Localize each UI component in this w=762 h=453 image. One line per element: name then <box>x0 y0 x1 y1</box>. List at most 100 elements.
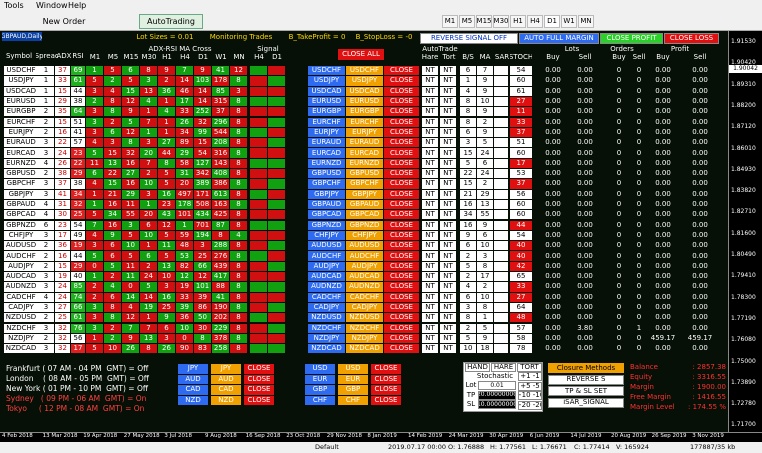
timeframe-button[interactable]: M15 <box>476 15 492 28</box>
currency-button[interactable]: USD <box>338 364 368 374</box>
timeframe-button[interactable]: H4 <box>527 15 543 28</box>
close-button[interactable]: CLOSE <box>384 344 419 354</box>
tort-button[interactable]: NT <box>440 220 456 230</box>
symbol-button[interactable]: EURCHF <box>346 117 383 127</box>
close-button[interactable]: CLOSE <box>384 261 419 271</box>
top-button[interactable]: REVERSE SIGNAL OFF <box>420 33 518 44</box>
step-buttons[interactable]: +10 -10 <box>518 391 542 400</box>
tort-button[interactable]: NT <box>440 282 456 292</box>
symbol-button[interactable]: EURNZD <box>308 158 345 168</box>
close-button[interactable]: CLOSE <box>384 169 419 179</box>
symbol-button[interactable]: GBPCHF <box>346 179 383 189</box>
tort-button[interactable]: NT <box>440 241 456 251</box>
symbol-button[interactable]: EURGBP <box>308 107 345 117</box>
mode-button[interactable]: HAND <box>465 363 490 372</box>
hare-button[interactable]: NT <box>422 272 438 282</box>
close-button[interactable]: CLOSE <box>384 127 419 138</box>
currency-button[interactable]: USD <box>305 364 335 374</box>
currency-button[interactable]: EUR <box>338 374 368 384</box>
symbol-button[interactable]: USDCAD <box>346 86 383 96</box>
symbol-button[interactable]: EURJPY <box>308 127 345 138</box>
close-button[interactable]: CLOSE <box>384 230 419 241</box>
symbol-button[interactable]: AUDCHF <box>308 251 345 261</box>
hare-button[interactable]: NT <box>422 169 438 179</box>
timeframe-button[interactable]: M30 <box>493 15 509 28</box>
tort-button[interactable]: NT <box>440 333 456 344</box>
hare-button[interactable]: NT <box>422 323 438 333</box>
symbol-button[interactable]: CADJPY <box>346 302 383 313</box>
symbol-button[interactable]: EURJPY <box>346 127 383 138</box>
symbol-button[interactable]: EURCHF <box>308 117 345 127</box>
close-button[interactable]: CLOSE <box>371 395 401 405</box>
hare-button[interactable]: NT <box>422 76 438 86</box>
hare-button[interactable]: NT <box>422 179 438 189</box>
step-buttons[interactable]: +1 -1 <box>518 372 542 381</box>
top-button[interactable]: AUTO FULL MARGIN <box>519 33 599 44</box>
currency-button[interactable]: CHF <box>338 395 368 405</box>
close-button[interactable]: CLOSE <box>384 138 419 148</box>
menu-item[interactable]: Tools <box>4 1 24 10</box>
symbol-button[interactable]: AUDCAD <box>308 272 345 282</box>
symbol-button[interactable]: GBPCAD <box>346 210 383 220</box>
tort-button[interactable]: NT <box>440 199 456 210</box>
symbol-button[interactable]: GBPUSD <box>346 169 383 179</box>
tort-button[interactable]: NT <box>440 323 456 333</box>
tort-button[interactable]: NT <box>440 251 456 261</box>
tort-button[interactable]: NT <box>440 107 456 117</box>
hare-button[interactable]: NT <box>422 251 438 261</box>
timeframe-button[interactable]: D1 <box>544 15 560 28</box>
symbol-button[interactable]: AUDJPY <box>308 261 345 271</box>
close-button[interactable]: CLOSE <box>384 282 419 292</box>
symbol-button[interactable]: AUDNZD <box>346 282 383 292</box>
currency-button[interactable]: CHF <box>305 395 335 405</box>
symbol-button[interactable]: GBPNZD <box>308 220 345 230</box>
tort-button[interactable]: NT <box>440 86 456 96</box>
symbol-button[interactable]: NZDCAD <box>346 344 383 354</box>
symbol-button[interactable]: GBPCAD <box>308 210 345 220</box>
tort-button[interactable]: NT <box>440 148 456 158</box>
symbol-button[interactable]: CADJPY <box>308 302 345 313</box>
symbol-button[interactable]: EURNZD <box>346 158 383 168</box>
tort-button[interactable]: NT <box>440 292 456 302</box>
close-button[interactable]: CLOSE <box>244 374 274 384</box>
step-buttons[interactable]: +5 -5 <box>518 381 542 391</box>
autotrading-button[interactable]: AutoTrading <box>139 14 203 29</box>
tort-button[interactable]: NT <box>440 210 456 220</box>
timeframe-button[interactable]: W1 <box>561 15 577 28</box>
currency-button[interactable]: CAD <box>211 385 241 395</box>
hare-button[interactable]: NT <box>422 96 438 107</box>
tort-button[interactable]: NT <box>440 138 456 148</box>
symbol-button[interactable]: USDJPY <box>346 76 383 86</box>
symbol-button[interactable]: EURCAD <box>346 148 383 158</box>
close-button[interactable]: CLOSE <box>384 220 419 230</box>
symbol-button[interactable]: CADCHF <box>346 292 383 302</box>
tort-button[interactable]: NT <box>440 344 456 354</box>
step-buttons[interactable]: +20 -20 <box>518 400 542 410</box>
menu-item[interactable]: Help <box>68 1 87 10</box>
close-button[interactable]: CLOSE <box>371 364 401 374</box>
symbol-button[interactable]: NZDCHF <box>308 323 345 333</box>
currency-button[interactable]: GBP <box>305 385 335 395</box>
symbol-button[interactable]: AUDUSD <box>346 241 383 251</box>
close-button[interactable]: CLOSE <box>384 251 419 261</box>
symbol-button[interactable]: GBPCHF <box>308 179 345 189</box>
symbol-button[interactable]: CHFJPY <box>308 230 345 241</box>
close-button[interactable]: CLOSE <box>384 96 419 107</box>
currency-button[interactable]: AUD <box>211 374 241 384</box>
symbol-button[interactable]: AUDCHF <box>346 251 383 261</box>
hare-button[interactable]: NT <box>422 199 438 210</box>
hare-button[interactable]: NT <box>422 210 438 220</box>
tort-button[interactable]: NT <box>440 302 456 313</box>
symbol-button[interactable]: GBPJPY <box>346 189 383 199</box>
symbol-button[interactable]: USDCAD <box>308 86 345 96</box>
lot-input[interactable]: 0.01 <box>478 381 516 390</box>
currency-button[interactable]: EUR <box>305 374 335 384</box>
symbol-button[interactable]: USDCHF <box>346 66 383 76</box>
hare-button[interactable]: NT <box>422 333 438 344</box>
symbol-button[interactable]: EURAUD <box>308 138 345 148</box>
hare-button[interactable]: NT <box>422 189 438 199</box>
tort-button[interactable]: NT <box>440 66 456 76</box>
hare-button[interactable]: NT <box>422 127 438 138</box>
symbol-button[interactable]: GBPAUD <box>346 199 383 210</box>
currency-button[interactable]: CAD <box>178 385 208 395</box>
